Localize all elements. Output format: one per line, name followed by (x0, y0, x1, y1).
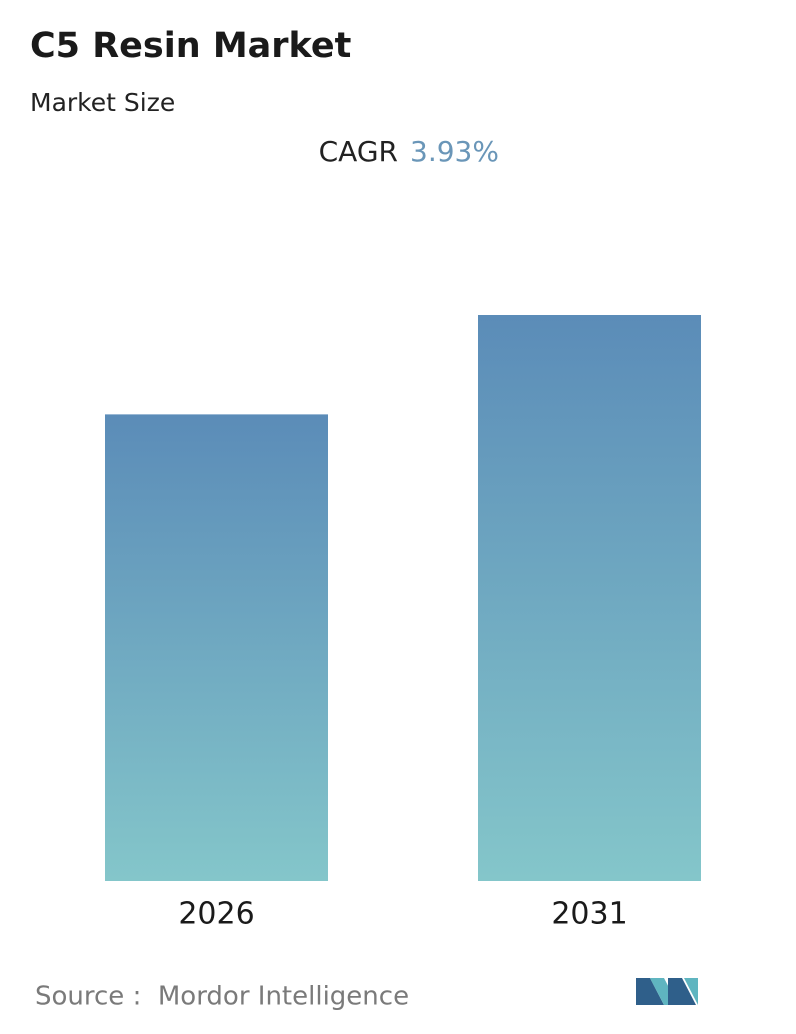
cagr-label: CAGR (319, 135, 398, 168)
logo (636, 978, 698, 1005)
chart-title: C5 Resin Market (30, 26, 351, 66)
source: Source : Mordor Intelligence (35, 982, 409, 1012)
x-tick-label: 2026 (178, 897, 254, 932)
bar (105, 414, 328, 881)
cagr-value: 3.93% (410, 135, 499, 168)
bar (478, 315, 701, 881)
x-tick-label: 2031 (551, 897, 627, 932)
chart-subtitle: Market Size (30, 88, 175, 117)
